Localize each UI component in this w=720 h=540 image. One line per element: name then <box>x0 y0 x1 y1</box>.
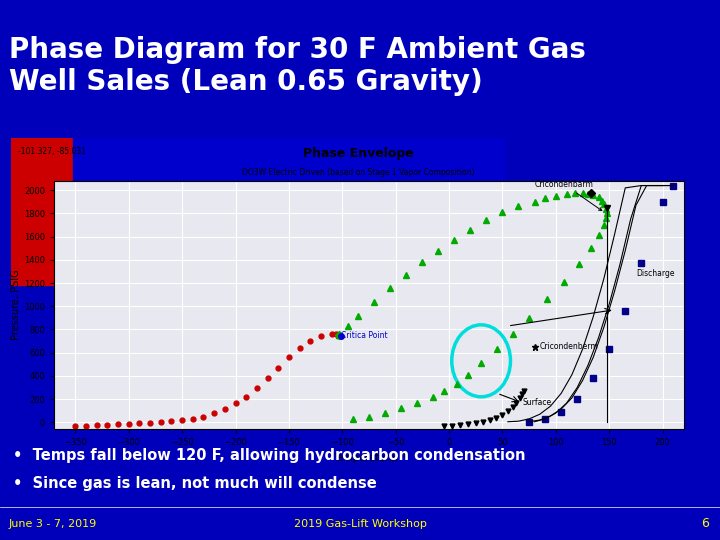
Text: Phase Envelope: Phase Envelope <box>303 147 413 160</box>
Text: Phase Diagram for 30 F Ambient Gas
Well Sales (Lean 0.65 Gravity): Phase Diagram for 30 F Ambient Gas Well … <box>9 36 585 96</box>
Text: Surface: Surface <box>523 398 552 407</box>
Y-axis label: Pressure, PSIG: Pressure, PSIG <box>11 270 21 340</box>
Text: •  Temps fall below 120 F, allowing hydrocarbon condensation: • Temps fall below 120 F, allowing hydro… <box>13 448 526 463</box>
X-axis label: Temperature, °: Temperature, ° <box>333 453 405 463</box>
Text: June 3 - 7, 2019: June 3 - 7, 2019 <box>9 519 97 529</box>
Text: DO3W Electric Driven (based on Stage 1 Vapor Composition): DO3W Electric Driven (based on Stage 1 V… <box>242 167 474 177</box>
Text: •  Since gas is lean, not much will condense: • Since gas is lean, not much will conde… <box>13 476 377 491</box>
FancyBboxPatch shape <box>73 93 504 285</box>
Text: Hydrate: Hydrate <box>416 181 450 190</box>
Text: Dew: Dew <box>188 181 207 190</box>
Text: Press Lines: Press Lines <box>588 181 634 190</box>
Text: Bubble: Bubble <box>89 181 118 190</box>
Text: 6: 6 <box>701 517 709 530</box>
Text: Discharge: Discharge <box>636 269 675 278</box>
Text: Liquid I: Liquid I <box>302 181 333 190</box>
Text: Critica Point: Critica Point <box>341 330 388 340</box>
Text: -101.327, -85.031: -101.327, -85.031 <box>18 147 86 156</box>
Text: Cricondenbarm: Cricondenbarm <box>534 180 602 211</box>
Text: 2019 Gas-Lift Workshop: 2019 Gas-Lift Workshop <box>294 519 426 529</box>
FancyBboxPatch shape <box>0 93 292 285</box>
Text: Cricondenberm: Cricondenberm <box>540 342 598 351</box>
